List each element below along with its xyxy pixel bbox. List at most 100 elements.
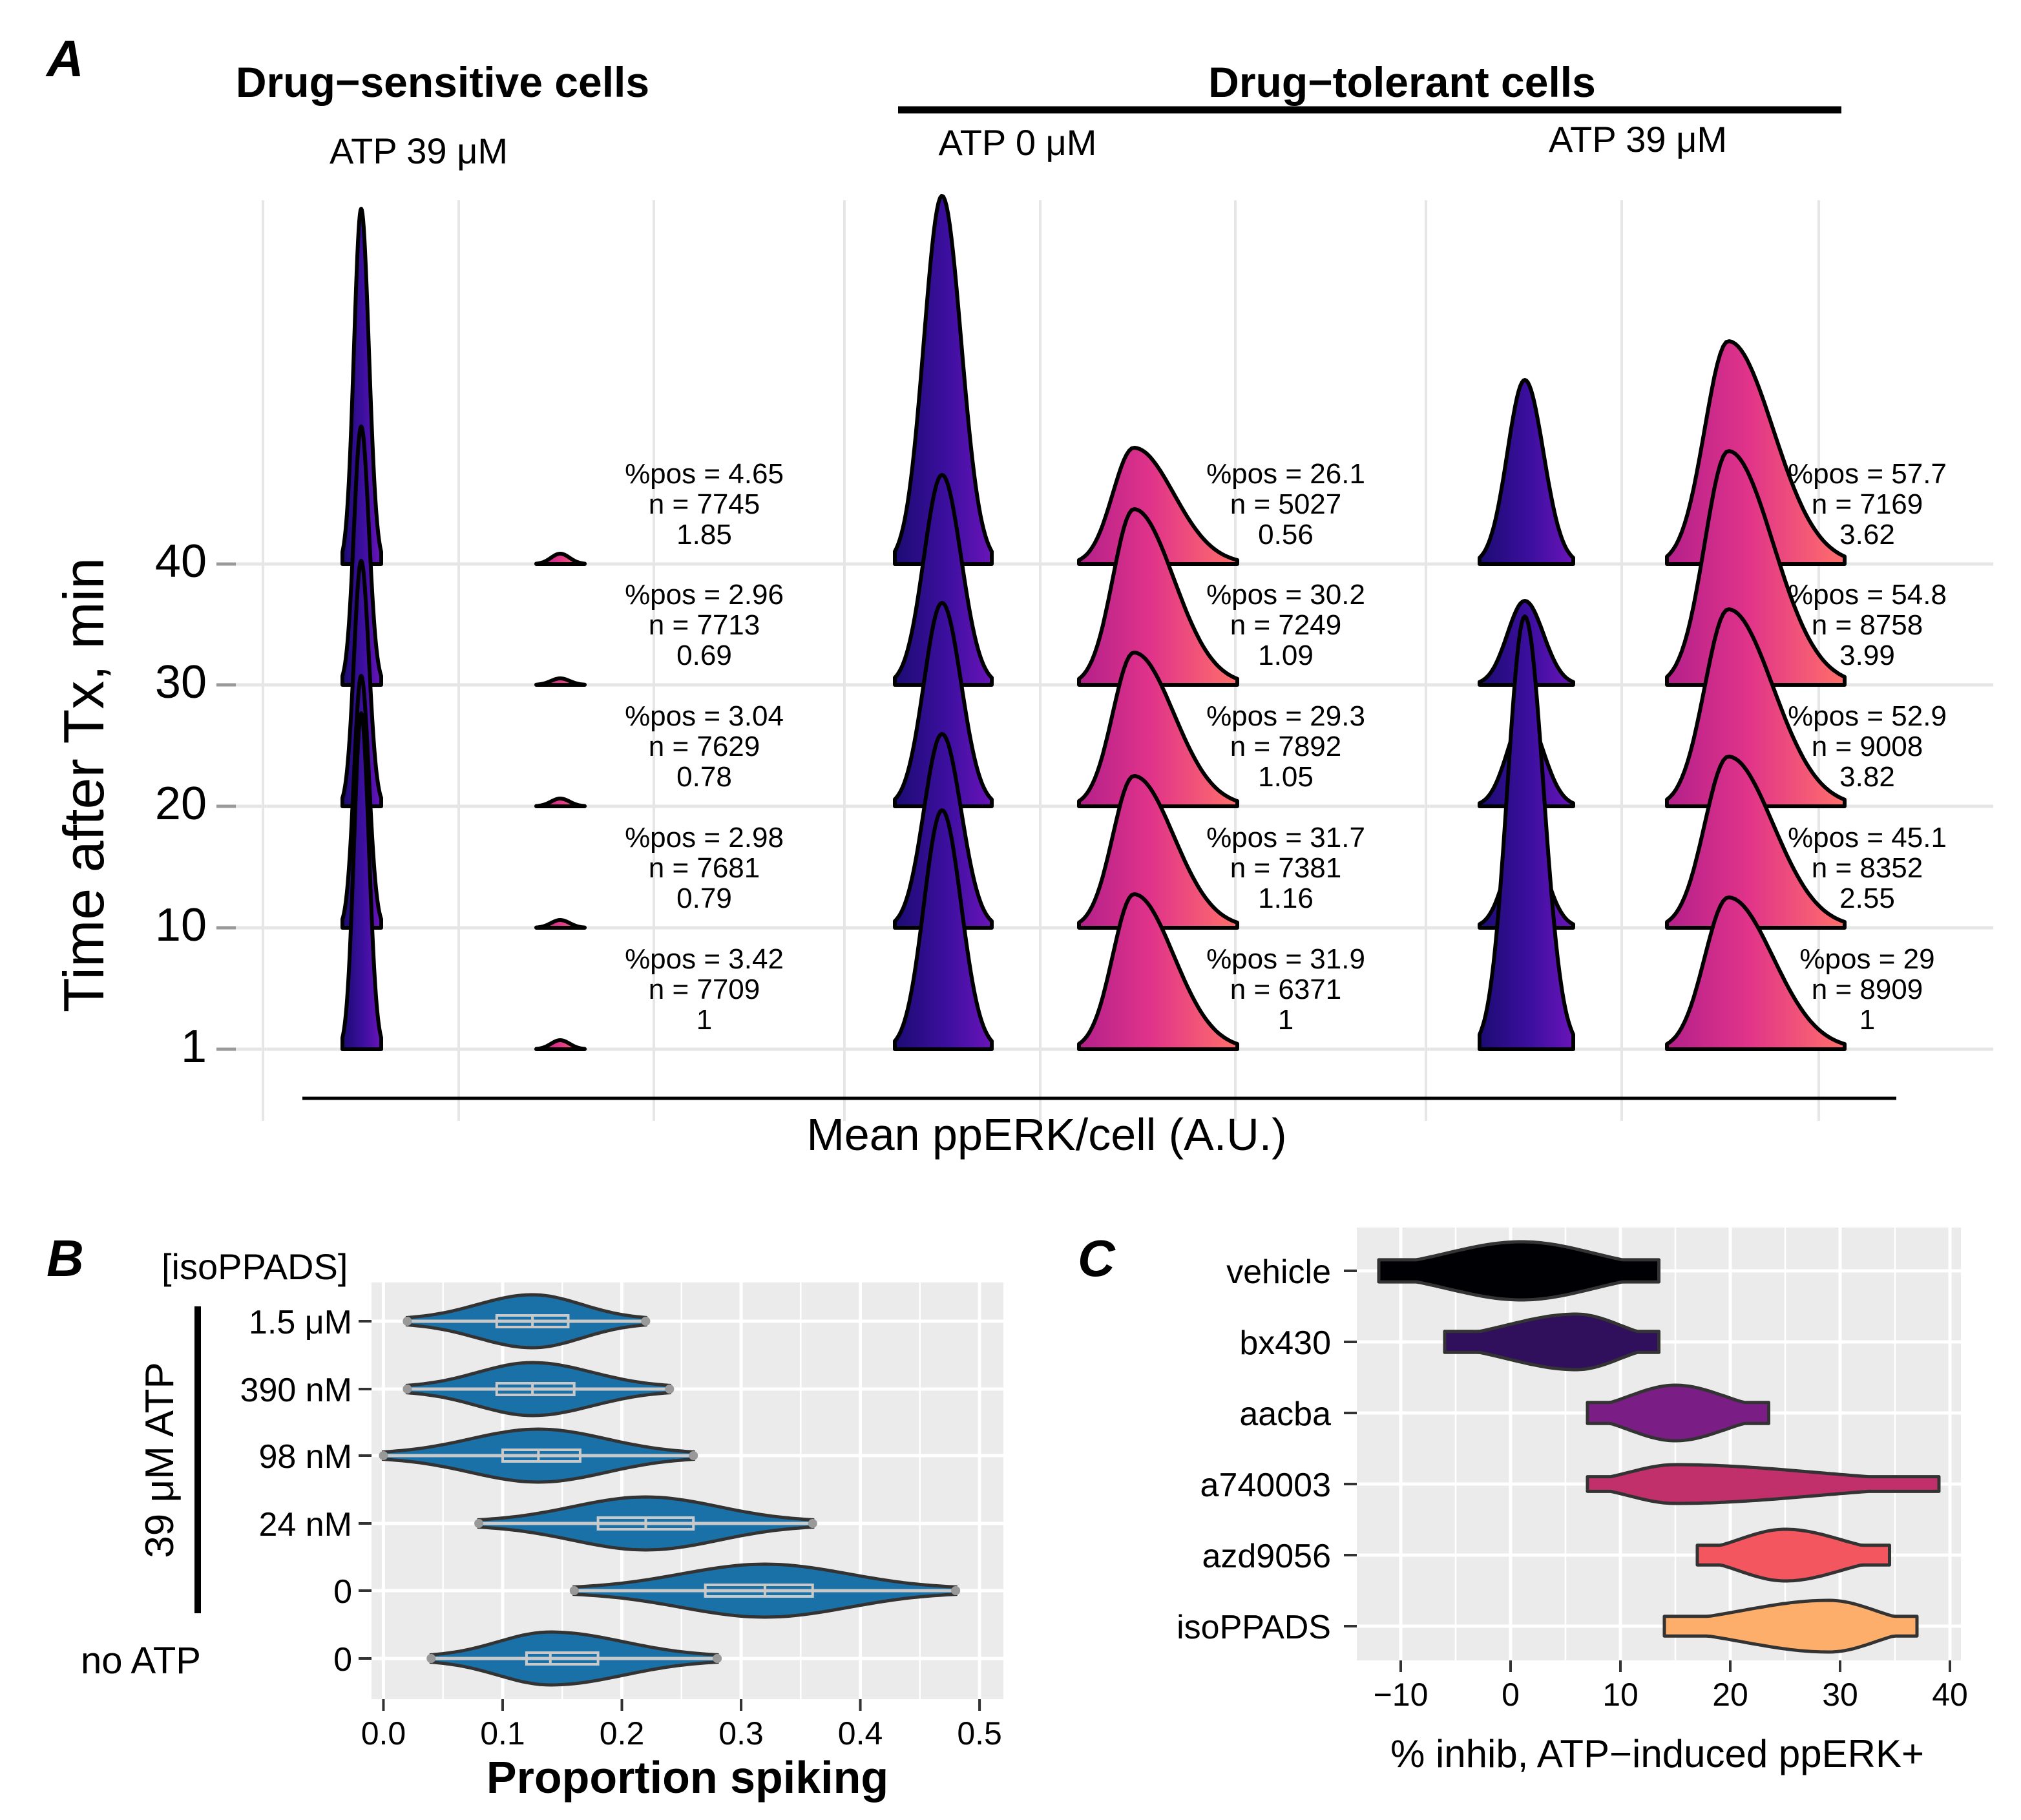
b-outlier-point: [951, 1586, 961, 1595]
annotation-fold: 1.09: [1258, 640, 1314, 671]
b-y-tick-label: 24 nM: [258, 1506, 352, 1543]
annotation-pct-pos: %pos = 54.8: [1788, 579, 1947, 611]
b-outlier-point: [665, 1385, 675, 1394]
time-axis: 40 30 20 10 1: [155, 536, 236, 1072]
ridge-negative-density: [1478, 378, 1575, 566]
panel-b-violins: [379, 1293, 961, 1687]
b-outlier-point: [379, 1451, 388, 1460]
annotation-n: n = 7381: [1230, 852, 1342, 884]
c-y-tick-label: vehicle: [1226, 1253, 1331, 1291]
b-x-tick-label: 0.2: [600, 1715, 645, 1752]
b-box: [525, 1651, 600, 1666]
annotation-fold: 0.78: [676, 761, 732, 793]
b-outlier-point: [689, 1451, 698, 1460]
annotation-pct-pos: %pos = 26.1: [1206, 458, 1365, 490]
b-box: [495, 1382, 576, 1396]
panel-a: A Drug−sensitive cells Drug−tolerant cel…: [45, 30, 1993, 1160]
b-outlier-point: [403, 1385, 412, 1394]
ridge-positive-density: [1665, 895, 1847, 1051]
ridge-positive-density: [534, 918, 587, 930]
no-atp-label: no ATP: [81, 1640, 201, 1682]
b-outlier-point: [474, 1519, 484, 1528]
panel-a-x-axis-label: Mean ppERK/cell (A.U.): [806, 1109, 1286, 1160]
c-violin: [1377, 1240, 1660, 1302]
c-violin: [1662, 1598, 1919, 1654]
c-x-tick-label: 40: [1932, 1677, 1968, 1713]
b-y-tick-label: 0: [333, 1573, 352, 1611]
drug-tolerant-title: Drug−tolerant cells: [1208, 58, 1596, 106]
annotation-n: n = 8352: [1812, 852, 1923, 884]
b-outlier-point: [808, 1519, 817, 1528]
c-y-tick-label: bx430: [1239, 1324, 1331, 1362]
annotation-fold: 0.56: [1258, 519, 1314, 550]
annotation-fold: 1.16: [1258, 883, 1314, 914]
annotation-n: n = 7892: [1230, 731, 1342, 762]
b-box: [501, 1449, 581, 1463]
annotation-pct-pos: %pos = 29: [1799, 943, 1934, 975]
c-x-tick-label: 30: [1822, 1677, 1858, 1713]
annotation-n: n = 7709: [649, 974, 760, 1005]
drug-sensitive-title: Drug−sensitive cells: [236, 58, 649, 106]
b-y-tick-label: 390 nM: [240, 1372, 352, 1409]
c-violin: [1586, 1383, 1770, 1443]
c-x-tick-label: 0: [1502, 1677, 1520, 1713]
panel-b-x-axis-label: Proportion spiking: [487, 1752, 888, 1803]
ridge-negative-density: [893, 601, 994, 808]
b-x-tick-label: 0.3: [718, 1715, 764, 1752]
annotation-fold: 1: [696, 1004, 712, 1036]
panel-c: C vehicle bx430 aacba a740003 azd9056 isoPPAD…: [1078, 1228, 1968, 1775]
annotation-pct-pos: %pos = 3.04: [625, 700, 784, 732]
annotation-n: n = 7681: [649, 852, 760, 884]
ridge-positive-density: [1077, 651, 1239, 808]
b-outlier-point: [403, 1317, 412, 1326]
c-y-tick-label: aacba: [1239, 1396, 1331, 1433]
panel-a-letter: A: [45, 30, 84, 87]
ridge-positive-density: [1077, 892, 1239, 1051]
atp-bracket-label: 39 μM ATP: [138, 1362, 182, 1558]
ridge-positive-density: [1665, 449, 1847, 687]
time-tick-label: 30: [155, 656, 207, 708]
annotation-fold: 1.05: [1258, 761, 1314, 793]
annotation-n: n = 9008: [1812, 731, 1923, 762]
panel-b-letter: B: [47, 1229, 84, 1287]
annotation-pct-pos: %pos = 31.7: [1206, 822, 1365, 853]
c-y-tick-label: azd9056: [1202, 1538, 1331, 1575]
annotation-n: n = 7629: [649, 731, 760, 762]
ridge-negative-density: [1478, 614, 1575, 1051]
annotation-fold: 2.55: [1839, 883, 1895, 914]
b-x-tick-label: 0.0: [361, 1715, 406, 1752]
panel-c-violins: [1377, 1240, 1941, 1654]
b-x-tick-label: 0.1: [480, 1715, 525, 1752]
facet-title-tolerant-atp39: ATP 39 μM: [1549, 119, 1727, 160]
annotation-pct-pos: %pos = 3.42: [625, 943, 784, 975]
ridge-positive-density: [534, 1038, 587, 1051]
annotation-pct-pos: %pos = 52.9: [1788, 700, 1947, 732]
time-tick-label: 20: [155, 778, 207, 830]
annotation-n: n = 8758: [1812, 609, 1923, 641]
b-box: [704, 1584, 814, 1598]
panel-b-plot-background: [372, 1282, 1003, 1699]
ridge-positive-density: [1077, 507, 1239, 687]
panel-c-x-axis-label: % inhib, ATP−induced ppERK+: [1390, 1732, 1924, 1775]
ridge-positive-density: [534, 797, 587, 808]
c-x-tick-label: 20: [1712, 1677, 1748, 1713]
c-y-tick-label: isoPPADS: [1177, 1609, 1331, 1646]
annotation-fold: 1: [1278, 1004, 1293, 1036]
panel-b-x-axis: 0.0 0.1 0.2 0.3 0.4 0.5: [361, 1699, 1002, 1752]
annotation-fold: 3.62: [1839, 519, 1895, 550]
b-x-tick-label: 0.4: [838, 1715, 883, 1752]
time-tick-label: 40: [155, 536, 207, 587]
ridge-densities: [340, 194, 1847, 1051]
annotation-pct-pos: %pos = 4.65: [625, 458, 784, 490]
annotation-n: n = 7713: [649, 609, 760, 641]
panel-c-y-axis: vehicle bx430 aacba a740003 azd9056 isoPPADS: [1177, 1253, 1357, 1646]
annotation-pct-pos: %pos = 30.2: [1206, 579, 1365, 611]
annotation-n: n = 7745: [649, 488, 760, 520]
c-violin: [1695, 1527, 1891, 1583]
panel-b-y-axis: 1.5 μM 390 nM 98 nM 24 nM 0 0: [240, 1304, 372, 1679]
annotation-n: n = 7169: [1812, 488, 1923, 520]
annotation-fold: 1.85: [676, 519, 732, 550]
annotation-pct-pos: %pos = 57.7: [1788, 458, 1947, 490]
c-y-tick-label: a740003: [1200, 1467, 1331, 1504]
ridge-negative-density: [340, 711, 383, 1051]
